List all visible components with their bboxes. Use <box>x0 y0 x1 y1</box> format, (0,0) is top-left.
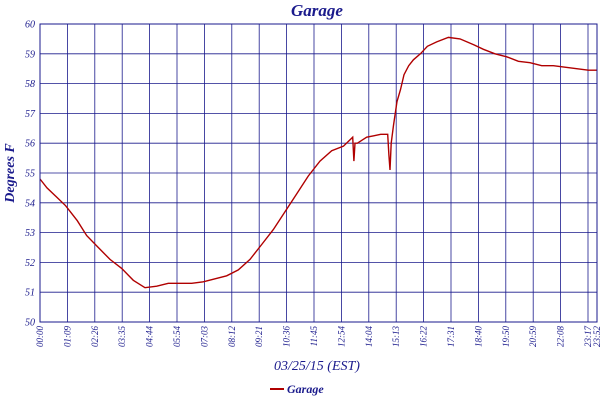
y-tick-label: 52 <box>25 258 35 269</box>
y-tick-label: 60 <box>25 20 35 31</box>
x-tick-label: 00:00 <box>35 326 45 347</box>
x-tick-label: 02:26 <box>90 326 100 347</box>
legend-label: Garage <box>287 382 324 396</box>
legend: Garage <box>270 382 324 396</box>
x-tick-label: 14:04 <box>364 326 374 347</box>
plot-border <box>39 23 598 323</box>
x-tick-label: 16:22 <box>419 326 429 347</box>
y-tick-label: 51 <box>25 288 35 299</box>
y-tick-label: 58 <box>25 79 35 90</box>
y-tick-label: 59 <box>25 49 35 60</box>
x-tick-label: 19:50 <box>501 326 511 347</box>
x-tick-label: 18:40 <box>473 326 483 347</box>
x-tick-label: 23:52 <box>592 326 600 347</box>
x-tick-labels: 00:00 01:09 02:26 03:35 04:44 05:54 07:03 08:12… <box>35 326 600 347</box>
y-axis-label: Degrees F <box>3 143 18 204</box>
x-tick-label: 23:17 <box>583 326 593 347</box>
x-tick-label: 04:44 <box>145 326 155 347</box>
y-tick-label: 56 <box>25 139 35 150</box>
x-axis-label: 03/25/15 (EST) <box>274 359 360 374</box>
x-tick-label: 07:03 <box>199 326 209 347</box>
x-tick-label: 15:13 <box>391 326 401 347</box>
x-tick-label: 08:12 <box>227 326 237 347</box>
chart-title: Garage <box>291 1 343 20</box>
series-line-garage <box>39 36 597 289</box>
y-tick-label: 50 <box>25 318 35 329</box>
x-tick-label: 09:21 <box>254 326 264 347</box>
x-tick-label: 12:54 <box>336 326 346 347</box>
x-tick-label: 05:54 <box>172 326 182 347</box>
x-tick-label: 03:35 <box>117 326 127 347</box>
y-tick-labels: 50 51 52 53 54 55 56 57 58 59 60 <box>25 20 36 329</box>
x-tick-label: 22:08 <box>556 326 566 347</box>
x-tick-label: 01:09 <box>62 326 72 347</box>
x-tick-label: 10:36 <box>282 326 292 347</box>
x-tick-label: 17:31 <box>446 326 456 347</box>
x-tick-label: 11:45 <box>309 326 319 347</box>
y-tick-label: 57 <box>25 109 36 120</box>
x-tick-label: 20:59 <box>528 326 538 347</box>
y-tick-label: 53 <box>25 228 35 239</box>
y-tick-label: 54 <box>25 198 35 209</box>
y-tick-label: 55 <box>25 169 35 180</box>
